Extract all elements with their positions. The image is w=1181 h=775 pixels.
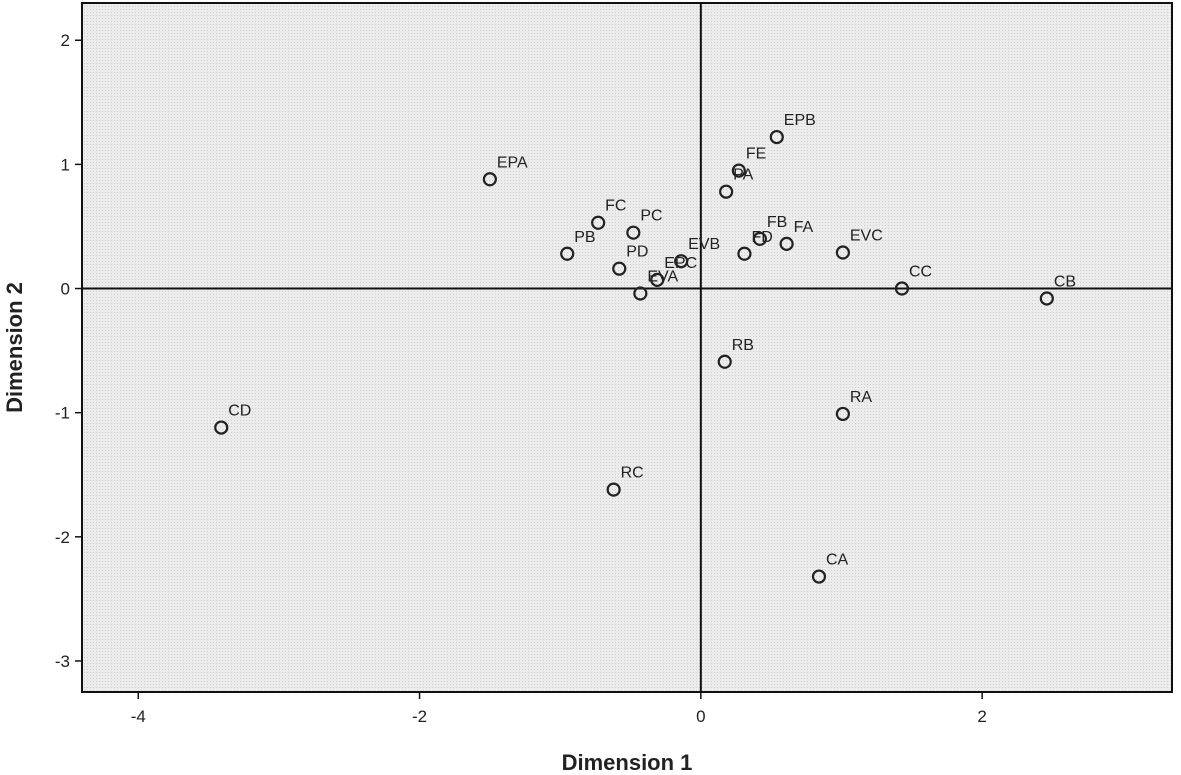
y-tick-label: -1 — [55, 404, 70, 423]
plot-area — [82, 3, 1172, 692]
point-label: CA — [826, 552, 849, 569]
x-axis-title: Dimension 1 — [562, 750, 693, 775]
y-axis-title: Dimension 2 — [2, 282, 27, 413]
point-label: PD — [626, 244, 648, 261]
scatter-point-pd: PD — [612, 244, 648, 276]
x-tick-label: -4 — [131, 707, 146, 726]
point-label: EVC — [850, 228, 883, 245]
point-label: EVB — [688, 236, 720, 253]
y-tick-label: 1 — [61, 155, 70, 174]
scatter-point-eva: EVA — [633, 268, 679, 301]
point-label: EPC — [664, 255, 697, 272]
point-label: EVA — [647, 268, 678, 285]
point-label: RC — [621, 465, 644, 482]
scatter-point-epa: EPA — [482, 154, 528, 187]
point-marker — [1039, 291, 1054, 306]
y-tick-label: -2 — [55, 528, 70, 547]
scatter-point-ra: RA — [835, 389, 873, 422]
point-marker — [737, 246, 752, 261]
point-label: FA — [794, 219, 814, 236]
point-label: FE — [746, 146, 766, 163]
point-label: PB — [574, 229, 595, 246]
point-marker — [482, 172, 497, 187]
x-tick-label: 0 — [696, 707, 705, 726]
scatter-point-pc: PC — [626, 208, 663, 240]
scatter-point-cd: CD — [214, 403, 251, 435]
point-marker — [650, 272, 665, 287]
point-marker — [717, 354, 732, 369]
scatter-point-epc: EPC — [650, 255, 697, 287]
y-tick-label: 0 — [61, 280, 70, 299]
scatter-point-ca: CA — [811, 552, 849, 584]
scatter-point-pa: PA — [719, 167, 754, 199]
point-marker — [560, 246, 575, 261]
x-tick-label: 2 — [977, 707, 986, 726]
point-label: PC — [640, 208, 662, 225]
scatter-point-fa: FA — [779, 219, 814, 251]
y-tick-label: -3 — [55, 652, 70, 671]
scatter-point-fe: FE — [731, 146, 766, 178]
point-label: FD — [751, 229, 772, 246]
point-marker — [811, 569, 827, 584]
scatter-point-cc: CC — [894, 264, 932, 296]
point-marker — [779, 236, 794, 251]
point-marker — [214, 420, 229, 435]
scatter-point-fb: FB — [752, 214, 787, 246]
point-marker — [752, 231, 768, 246]
scatter-point-fd: FD — [737, 229, 773, 261]
scatter-point-epb: EPB — [769, 112, 816, 145]
point-marker — [674, 254, 689, 269]
point-label: FC — [605, 198, 626, 215]
point-marker — [633, 286, 648, 301]
point-marker — [626, 225, 641, 240]
scatter-point-rc: RC — [606, 465, 644, 497]
point-label: CB — [1054, 273, 1076, 290]
point-marker — [591, 215, 606, 230]
point-label: EPB — [784, 112, 816, 129]
point-marker — [612, 261, 627, 276]
point-marker — [894, 281, 910, 296]
y-tick-label: 2 — [61, 31, 70, 50]
point-label: RB — [732, 337, 754, 354]
point-label: RA — [850, 389, 873, 406]
scatter-point-evc: EVC — [835, 228, 883, 260]
point-marker — [769, 129, 784, 145]
point-label: PA — [733, 167, 753, 184]
point-label: CD — [228, 403, 251, 420]
point-marker — [606, 482, 621, 497]
scatter-point-pb: PB — [560, 229, 596, 261]
point-marker — [835, 245, 850, 260]
point-label: CC — [909, 264, 932, 281]
scatter-point-fc: FC — [591, 198, 626, 230]
x-tick-label: -2 — [412, 707, 427, 726]
scatter-point-evb: EVB — [674, 236, 720, 269]
point-marker — [719, 184, 734, 199]
point-label: EPA — [497, 154, 528, 171]
scatter-point-rb: RB — [717, 337, 754, 369]
plot-frame — [81, 2, 1173, 693]
point-label: FB — [767, 214, 787, 231]
point-marker — [731, 163, 746, 178]
point-marker — [835, 406, 850, 422]
scatter-point-cb: CB — [1039, 273, 1076, 306]
